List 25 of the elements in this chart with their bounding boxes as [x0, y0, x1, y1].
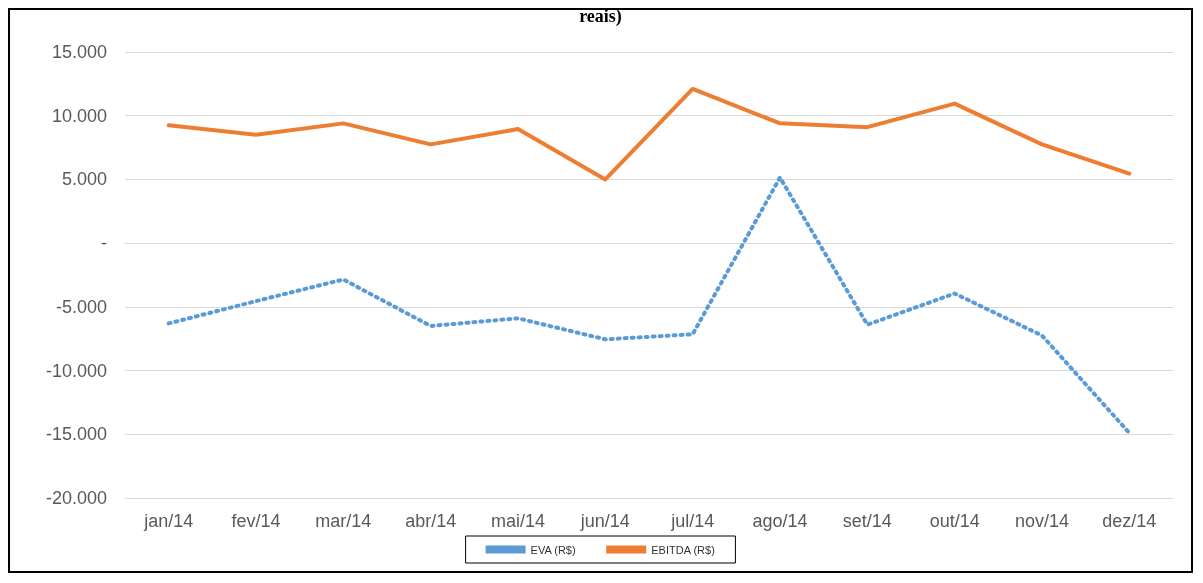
x-tick-label: jun/14 [579, 511, 630, 531]
x-tick-label: out/14 [929, 511, 980, 531]
y-tick-label: -15.000 [45, 424, 107, 445]
x-tick-label: dez/14 [1102, 511, 1157, 531]
y-tick-label: -10.000 [45, 360, 107, 381]
x-tick-label: set/14 [842, 511, 892, 531]
x-tick-label: jul/14 [670, 511, 715, 531]
legend-label: EVA (R$) [530, 543, 576, 556]
y-tick-label: -5.000 [55, 296, 107, 317]
y-tick-label: -20.000 [45, 488, 107, 508]
x-tick-label: ago/14 [752, 511, 808, 531]
chart-title: reais) [579, 6, 622, 27]
x-tick-label: fev/14 [231, 511, 281, 531]
y-tick-label: 5.000 [61, 169, 107, 190]
x-tick-label: mai/14 [490, 511, 546, 531]
x-tick-label: nov/14 [1014, 511, 1070, 531]
x-tick-label: jan/14 [143, 511, 194, 531]
y-tick-label: 15.000 [51, 42, 107, 62]
x-tick-label: mar/14 [315, 511, 372, 531]
line-series [166, 175, 1132, 436]
x-tick-label: abr/14 [405, 511, 457, 531]
legend-label: EBITDA (R$) [651, 543, 715, 556]
y-tick-label: 10.000 [51, 105, 107, 126]
line-series [166, 86, 1132, 182]
y-tick-label: - [101, 233, 107, 254]
